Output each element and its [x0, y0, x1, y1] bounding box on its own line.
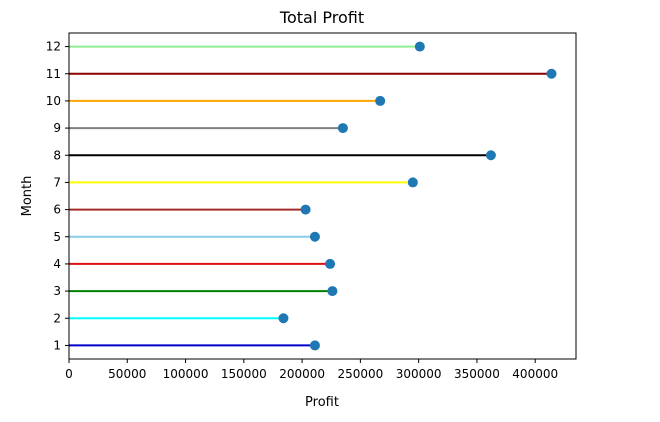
x-tick-label: 200000 [279, 367, 325, 381]
x-tick-label: 150000 [221, 367, 267, 381]
x-tick-label: 350000 [454, 367, 500, 381]
y-tick-label: 3 [53, 284, 61, 298]
y-tick-label: 9 [53, 121, 61, 135]
x-tick-label: 0 [65, 367, 73, 381]
marker-month-3 [327, 286, 338, 297]
marker-month-11 [546, 68, 557, 79]
x-tick-label: 100000 [163, 367, 209, 381]
x-ticks-group: 0 50000 100000 150000 200000 250000 300000 3500… [65, 359, 558, 381]
y-tick-label: 5 [53, 230, 61, 244]
y-tick-label: 10 [46, 94, 61, 108]
y-tick-label: 7 [53, 175, 61, 189]
marker-month-8 [485, 150, 496, 161]
markers-group [278, 41, 557, 351]
x-tick-label: 400000 [512, 367, 558, 381]
x-tick-label: 300000 [396, 367, 442, 381]
marker-month-2 [278, 313, 289, 324]
y-tick-label: 11 [46, 67, 61, 81]
y-tick-label: 4 [53, 257, 61, 271]
marker-month-1 [309, 340, 320, 351]
stems-group [69, 45, 552, 347]
y-tick-label: 8 [53, 148, 61, 162]
chart-title: Total Profit [279, 8, 364, 27]
marker-month-12 [414, 41, 425, 52]
x-axis-label: Profit [305, 395, 339, 410]
marker-month-4 [325, 258, 336, 269]
marker-month-6 [300, 204, 311, 215]
marker-month-10 [375, 95, 386, 106]
x-tick-label: 50000 [108, 367, 146, 381]
y-tick-label: 6 [53, 203, 61, 217]
marker-month-5 [309, 231, 320, 242]
y-axis-label: Month [20, 176, 35, 217]
y-tick-label: 12 [46, 40, 61, 54]
marker-month-7 [407, 177, 418, 188]
x-tick-label: 250000 [337, 367, 383, 381]
plot-frame [68, 32, 577, 360]
y-tick-label: 2 [53, 311, 61, 325]
marker-month-9 [337, 123, 348, 134]
y-tick-label: 1 [53, 338, 61, 352]
